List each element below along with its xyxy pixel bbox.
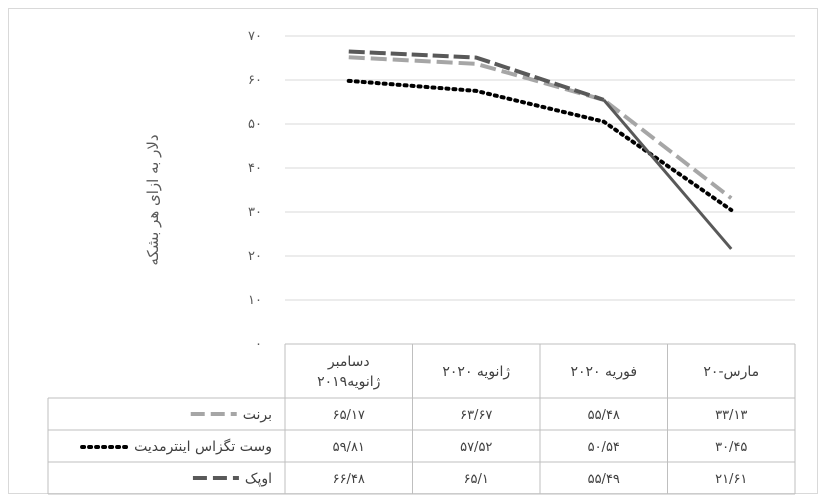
y-tick-label: ۱۰: [248, 293, 262, 308]
series-line: [346, 78, 734, 213]
y-tick-label: ۶۰: [248, 73, 262, 88]
category-label: مارس-۲۰: [703, 364, 759, 380]
y-axis-label: دلار به ازای هر بشکه: [144, 134, 162, 265]
data-table: دسامبر ۲۰۱۹ژانویه ژانویه ۲۰۲۰ فوریه ۲۰۲۰ مار…: [47, 343, 796, 495]
table-cell-value: ۶۳/۶۷: [460, 408, 492, 423]
series-lines: [346, 49, 734, 250]
series-line: [348, 55, 733, 200]
y-tick-label: ۳۰: [248, 205, 262, 220]
series-name-label: برنت: [243, 407, 272, 423]
category-label: دسامبر: [327, 354, 370, 370]
table-cell-value: ۳۰/۴۵: [715, 440, 747, 455]
category-label: فوریه ۲۰۲۰: [570, 364, 637, 380]
grid-lines: [285, 35, 795, 301]
table-cell-value: ۶۵/۱۷: [333, 408, 365, 423]
y-tick-label: ۰: [255, 337, 262, 352]
category-label: ژانویه ۲۰۲۰: [442, 364, 510, 380]
y-tick-label: ۲۰: [248, 249, 262, 264]
series-name-label: وست تگزاس اینترمدیت: [134, 438, 272, 455]
table-cell-value: ۵۰/۵۴: [588, 440, 620, 455]
table-cell-value: ۵۵/۴۹: [588, 472, 620, 487]
series-line-opec-end: [602, 98, 733, 250]
table-cell-value: ۵۹/۸۱: [333, 440, 365, 455]
series-name-label: اوپک: [245, 471, 272, 487]
y-tick-label: ۵۰: [248, 117, 262, 132]
table-cell-value: ۲۱/۶۱: [715, 472, 747, 487]
table-cell-value: ۶۵/۱: [464, 472, 489, 487]
category-label: ۲۰۱۹ژانویه: [317, 374, 380, 390]
y-tick-label: ۷۰: [248, 29, 262, 44]
series-line-opec: [348, 49, 605, 102]
y-axis-ticks: ۰ ۱۰ ۲۰ ۳۰ ۴۰ ۵۰ ۶۰ ۷۰: [248, 29, 262, 352]
table-cell-value: ۵۷/۵۲: [460, 440, 492, 455]
y-tick-label: ۴۰: [248, 161, 262, 176]
table-cell-value: ۶۶/۴۸: [333, 472, 365, 487]
table-cell-value: ۵۵/۴۸: [588, 408, 620, 423]
table-cell-value: ۳۳/۱۳: [715, 408, 747, 423]
